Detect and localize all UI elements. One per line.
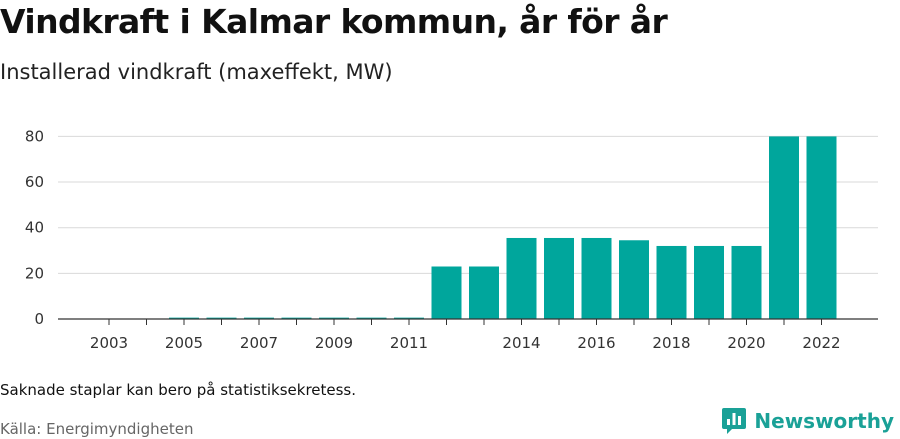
bars <box>169 136 837 320</box>
bar-2019 <box>694 245 724 319</box>
brand-name: Newsworthy <box>754 409 894 433</box>
bar-2017 <box>619 240 649 319</box>
x-tick-label: 2020 <box>727 334 765 352</box>
x-tick-label: 2005 <box>165 334 203 352</box>
bar-2006 <box>206 317 237 320</box>
bar-2014 <box>506 237 537 319</box>
bar-2020 <box>731 245 762 319</box>
bar-2009 <box>319 317 349 320</box>
bar-2021 <box>769 136 799 319</box>
y-tick-label: 80 <box>25 127 44 145</box>
x-tick-label: 2011 <box>390 334 428 352</box>
x-tick-label: 2003 <box>90 334 128 352</box>
bar-2022 <box>806 136 837 319</box>
bar-2015 <box>544 237 574 319</box>
bar-2016 <box>581 237 612 319</box>
bar-2012 <box>431 266 462 319</box>
bar-2010 <box>356 317 387 320</box>
y-tick-label: 40 <box>25 219 44 237</box>
bar-2011 <box>394 317 424 320</box>
y-tick-label: 0 <box>34 310 44 328</box>
x-tick-label: 2014 <box>502 334 540 352</box>
x-tick-label: 2018 <box>652 334 690 352</box>
y-axis-ticks: 0 20 40 60 80 <box>25 127 44 328</box>
bar-2005 <box>169 317 199 320</box>
source-note: Källa: Energimyndigheten <box>0 420 194 438</box>
newsworthy-logo-icon <box>722 408 747 434</box>
bar-2018 <box>656 245 687 319</box>
x-axis-ticks: 2003 2005 2007 2009 2011 2014 2016 2018 2020 2022 <box>90 319 841 352</box>
chart-subtitle: Installerad vindkraft (maxeffekt, MW) <box>0 60 393 84</box>
y-tick-label: 60 <box>25 173 44 191</box>
chart-title: Vindkraft i Kalmar kommun, år för år <box>0 2 668 41</box>
bar-2007 <box>244 317 274 320</box>
brand-logo: Newsworthy <box>721 407 894 435</box>
footnote: Saknade staplar kan bero på statistiksek… <box>0 381 357 399</box>
x-tick-label: 2016 <box>577 334 615 352</box>
bar-2013 <box>469 266 499 319</box>
y-tick-label: 20 <box>25 264 44 282</box>
x-tick-label: 2022 <box>802 334 840 352</box>
bar-2008 <box>281 317 312 320</box>
x-tick-label: 2009 <box>315 334 353 352</box>
x-tick-label: 2007 <box>240 334 278 352</box>
